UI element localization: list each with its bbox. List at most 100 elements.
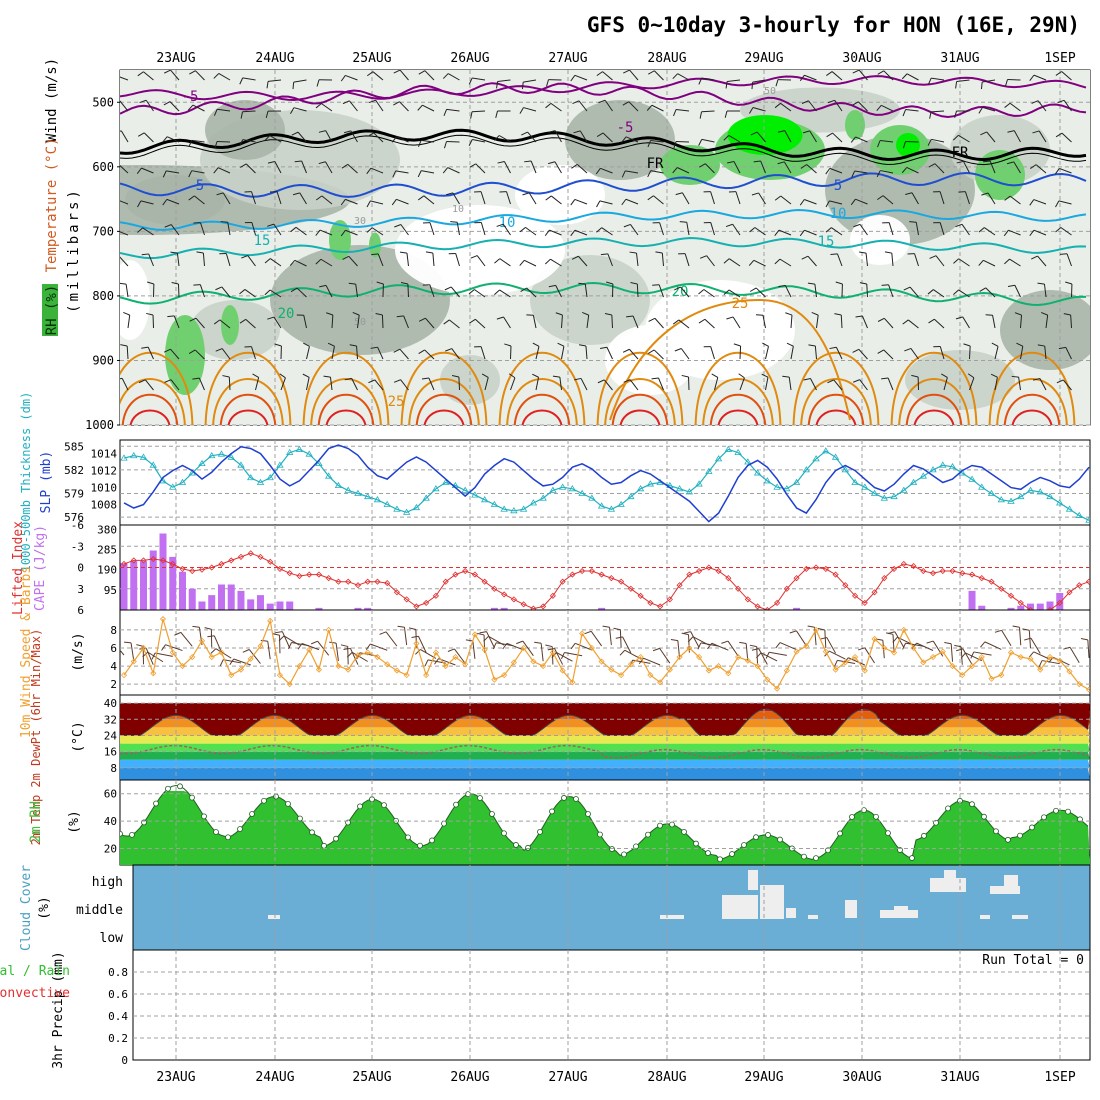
upper-wind-barb-flag (884, 251, 892, 254)
upper-wind-barb (574, 229, 588, 236)
wind-speed-point (1056, 657, 1063, 664)
upper-wind-barb (375, 99, 384, 112)
upper-wind-barb (790, 346, 794, 360)
lifted-point (968, 571, 976, 578)
upper-wind-barb (348, 255, 358, 267)
wind10m-barb-flag (681, 632, 689, 636)
upper-wind-barb (251, 346, 256, 360)
thickness-point (705, 467, 713, 474)
wind-speed-point (549, 649, 556, 656)
rh-point (1041, 814, 1047, 821)
upper-wind-barb-flag (481, 373, 489, 378)
upper-wind-barb-flag (163, 348, 171, 353)
thickness-point (890, 492, 898, 500)
thickness-point (831, 453, 840, 460)
upper-wind-barb-flag (544, 258, 551, 265)
upper-wind-barb (242, 77, 256, 81)
upper-wind-barb-flag (582, 311, 589, 316)
upper-wind-barb-flag (835, 281, 843, 285)
upper-wind-barb (166, 136, 180, 143)
isotherm-lobe (513, 393, 571, 425)
wind-speed-point (286, 681, 293, 688)
upper-wind-barb (629, 70, 639, 81)
wind-speed-point (520, 644, 527, 652)
thickness-point (792, 478, 801, 485)
upper-wind-barb (550, 102, 562, 112)
upper-wind-barb-flag (555, 312, 563, 316)
rh-point (405, 834, 411, 841)
tick-label: 500 (92, 95, 114, 109)
wind10m-barb (248, 649, 261, 664)
upper-wind-barb (814, 284, 817, 298)
upper-wind-barb (994, 377, 998, 391)
temp-bands (120, 703, 1090, 780)
upper-wind-barb-flag (1065, 281, 1073, 285)
upper-wind-barb (306, 346, 310, 360)
thickness-point (987, 489, 996, 496)
upper-wind-barb-flag (252, 373, 259, 378)
wind-tick: 8 (110, 624, 117, 637)
rh-point (213, 829, 219, 835)
upper-wind-barb-flag (672, 73, 678, 80)
upper-wind-barb-flag (213, 109, 218, 116)
wind10m-barb (973, 651, 992, 656)
upper-wind-barb (400, 224, 409, 236)
wind10m-barb (814, 627, 817, 646)
isotherm-lobe (913, 409, 955, 425)
date-label-bottom: 31AUG (940, 1070, 979, 1085)
upper-wind-barb-flag (326, 312, 334, 316)
upper-wind-barb-flag (955, 223, 963, 228)
cloud-block (980, 915, 990, 919)
cape-tick: 380 (97, 523, 117, 536)
precip-panel: 00.20.40.60.8 Run Total = 0 3hr Precip (… (0, 949, 1091, 1069)
lifted-point (910, 563, 917, 570)
upper-wind-barb (881, 104, 894, 112)
upper-wind-barb-flag (1031, 255, 1038, 260)
upper-wind-barb-flag (396, 315, 404, 318)
cape-bar (354, 607, 362, 610)
wind-speed-point (803, 643, 810, 650)
cape-bar (208, 595, 216, 610)
upper-wind-barb (630, 224, 639, 236)
isotherm-lobe (604, 378, 676, 425)
wind10m-barb (267, 641, 271, 660)
upper-wind-barb-flag (443, 319, 450, 325)
date-label-top: 31AUG (940, 51, 979, 66)
upper-wind-barb-flag (596, 71, 603, 77)
rh-point (189, 794, 195, 801)
upper-wind-barb (858, 70, 868, 81)
upper-wind-barb (760, 160, 766, 174)
upper-wind-barb (347, 163, 358, 174)
upper-wind-barb-flag (981, 192, 989, 196)
upper-wind-barb (1070, 314, 1072, 329)
wind-speed-point (442, 662, 449, 670)
upper-wind-barb (907, 319, 919, 329)
rh-label: RH (%) (44, 285, 60, 336)
wind10m-barb-flag (242, 649, 250, 653)
cloud-block (894, 906, 908, 910)
upper-wind-barb-flag (877, 195, 884, 201)
rh-moist-area (221, 305, 239, 345)
thickness-point (393, 505, 401, 512)
upper-wind-barb-flag (674, 286, 681, 291)
upper-wind-barb-flag (802, 130, 810, 134)
cloud-block (268, 915, 280, 919)
upper-wind-barb-flag (1004, 102, 1011, 108)
upper-wind-barb (395, 170, 409, 174)
upper-wind-barb-flag (368, 99, 376, 104)
lifted-point (364, 578, 371, 585)
upper-wind-barb (421, 139, 435, 143)
rh-point (237, 826, 243, 832)
upper-wind-barb (752, 106, 766, 112)
cloud-block (748, 870, 758, 890)
upper-wind-barb-flag (468, 289, 475, 295)
upper-wind-barb-flag (552, 375, 560, 378)
upper-wind-barb-flag (985, 314, 993, 316)
upper-wind-barb (371, 227, 384, 236)
upper-wind-barb-flag (595, 167, 601, 175)
thickness-point (363, 492, 372, 500)
cape-bar (120, 563, 128, 610)
isotherm-lobe (905, 393, 963, 425)
